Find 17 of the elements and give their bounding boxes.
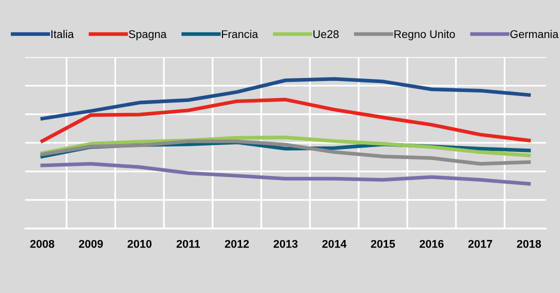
x-tick-label: 2013: [274, 240, 298, 248]
x-tick-label: 2015: [370, 240, 395, 248]
x-tick-label: 2012: [224, 240, 249, 248]
legend-label: Regno Unito: [394, 30, 455, 40]
legend-label: Ue28: [313, 30, 339, 38]
x-tick-label: 2017: [468, 240, 492, 248]
legend-label: Spagna: [128, 30, 167, 40]
legend-label: Italia: [51, 30, 74, 38]
x-tick-label: 2008: [30, 240, 54, 248]
legend-label: Francia: [222, 30, 258, 38]
x-tick-label: 2010: [128, 240, 152, 248]
x-tick-label: 2014: [322, 240, 347, 248]
x-tick-label: 2009: [78, 240, 103, 248]
x-tick-label: 2018: [516, 240, 541, 248]
x-tick-label: 2011: [176, 240, 200, 248]
legend-label: Germania: [510, 30, 559, 38]
x-tick-label: 2016: [420, 240, 444, 248]
